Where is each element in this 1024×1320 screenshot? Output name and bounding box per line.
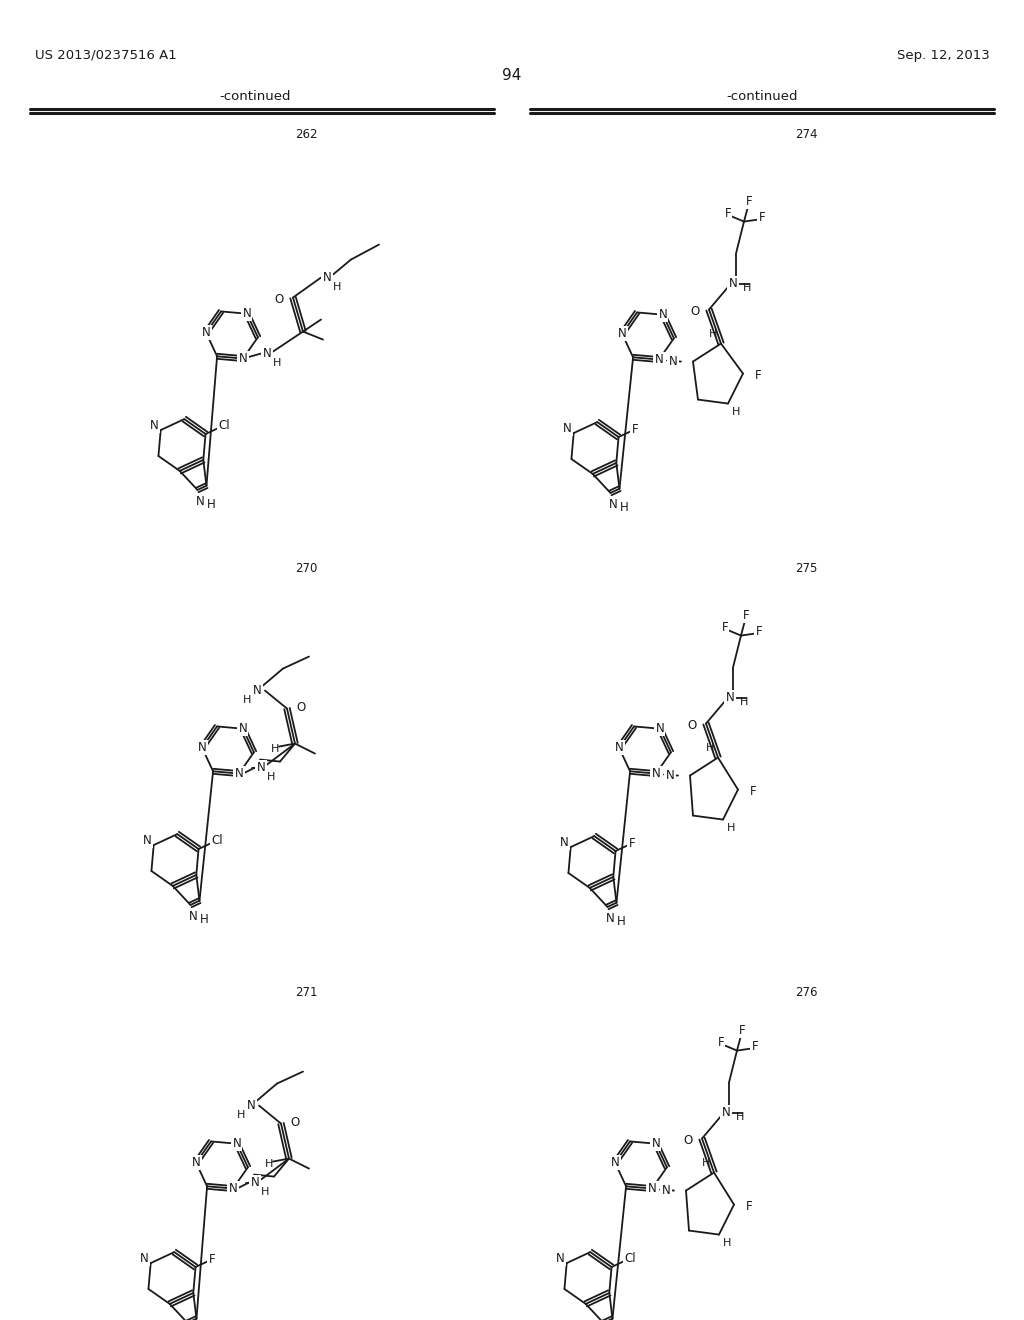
Text: N: N (247, 1100, 255, 1111)
Text: F: F (759, 211, 765, 224)
Text: N: N (239, 722, 247, 735)
Text: Cl: Cl (624, 1253, 636, 1265)
Text: N: N (563, 422, 571, 436)
Text: N: N (662, 1184, 671, 1197)
Text: N: N (726, 692, 734, 704)
Text: H: H (736, 1111, 744, 1122)
Text: N: N (556, 1251, 564, 1265)
Text: H: H (742, 282, 752, 293)
Text: N: N (651, 767, 660, 780)
Text: Cl: Cl (211, 834, 222, 847)
Text: N: N (150, 418, 159, 432)
Text: N: N (197, 495, 205, 508)
Text: F: F (745, 1200, 753, 1213)
Text: N: N (198, 742, 207, 754)
Text: N: N (239, 352, 248, 366)
Text: -continued: -continued (219, 91, 291, 103)
Text: N: N (655, 722, 665, 735)
Text: N: N (234, 767, 244, 780)
Text: N: N (669, 355, 677, 368)
Text: H: H (272, 358, 282, 367)
Text: 276: 276 (796, 986, 818, 999)
Text: N: N (232, 1138, 242, 1150)
Text: H: H (706, 743, 714, 752)
Text: Cl: Cl (218, 418, 229, 432)
Text: 274: 274 (796, 128, 818, 140)
Text: O: O (274, 293, 284, 306)
Text: Sep. 12, 2013: Sep. 12, 2013 (897, 49, 990, 62)
Text: O: O (296, 701, 305, 714)
Text: F: F (722, 622, 728, 634)
Text: 270: 270 (296, 561, 318, 574)
Text: N: N (609, 498, 618, 511)
Text: F: F (745, 195, 753, 209)
Text: H: H (701, 1158, 711, 1168)
Text: H: H (723, 1238, 731, 1247)
Text: F: F (742, 609, 750, 622)
Text: N: N (560, 836, 568, 849)
Text: H: H (739, 697, 749, 706)
Text: N: N (651, 1138, 660, 1150)
Text: F: F (756, 626, 762, 638)
Text: F: F (632, 422, 638, 436)
Text: H: H (732, 407, 740, 417)
Text: N: N (654, 352, 664, 366)
Text: H: H (267, 772, 275, 781)
Text: F: F (752, 1040, 759, 1053)
Text: O: O (683, 1134, 692, 1147)
Text: -continued: -continued (726, 91, 798, 103)
Text: H: H (270, 743, 280, 754)
Text: N: N (251, 1176, 259, 1189)
Text: H: H (265, 1159, 273, 1168)
Text: F: F (755, 370, 761, 381)
Text: N: N (191, 1156, 201, 1170)
Text: N: N (253, 684, 261, 697)
Text: N: N (722, 1106, 730, 1119)
Text: H: H (200, 913, 208, 927)
Text: H: H (237, 1110, 245, 1119)
Text: F: F (209, 1253, 215, 1266)
Text: N: N (617, 327, 627, 341)
Text: N: N (729, 277, 737, 290)
Text: N: N (647, 1183, 656, 1195)
Text: N: N (262, 347, 271, 360)
Text: H: H (727, 822, 735, 833)
Text: O: O (690, 305, 699, 318)
Text: N: N (614, 742, 624, 754)
Text: H: H (243, 694, 251, 705)
Text: N: N (228, 1183, 238, 1195)
Text: N: N (142, 834, 152, 847)
Text: O: O (687, 719, 696, 733)
Text: N: N (202, 326, 211, 339)
Text: F: F (750, 785, 757, 799)
Text: H: H (207, 498, 215, 511)
Text: H: H (620, 502, 629, 513)
Text: F: F (738, 1024, 745, 1038)
Text: N: N (189, 909, 198, 923)
Text: 262: 262 (296, 128, 318, 140)
Text: 271: 271 (296, 986, 318, 999)
Text: F: F (629, 837, 635, 850)
Text: H: H (616, 915, 626, 928)
Text: F: F (718, 1036, 724, 1049)
Text: N: N (666, 770, 675, 781)
Text: N: N (243, 308, 251, 321)
Text: F: F (725, 207, 731, 220)
Text: H: H (261, 1187, 269, 1196)
Text: H: H (333, 281, 341, 292)
Text: US 2013/0237516 A1: US 2013/0237516 A1 (35, 49, 177, 62)
Text: N: N (610, 1156, 620, 1170)
Text: 275: 275 (796, 561, 818, 574)
Text: N: N (323, 271, 332, 284)
Text: N: N (606, 912, 615, 925)
Text: N: N (257, 762, 265, 774)
Text: N: N (139, 1251, 148, 1265)
Text: H: H (709, 329, 717, 338)
Text: 94: 94 (503, 67, 521, 82)
Text: N: N (658, 308, 668, 321)
Text: O: O (291, 1117, 300, 1129)
